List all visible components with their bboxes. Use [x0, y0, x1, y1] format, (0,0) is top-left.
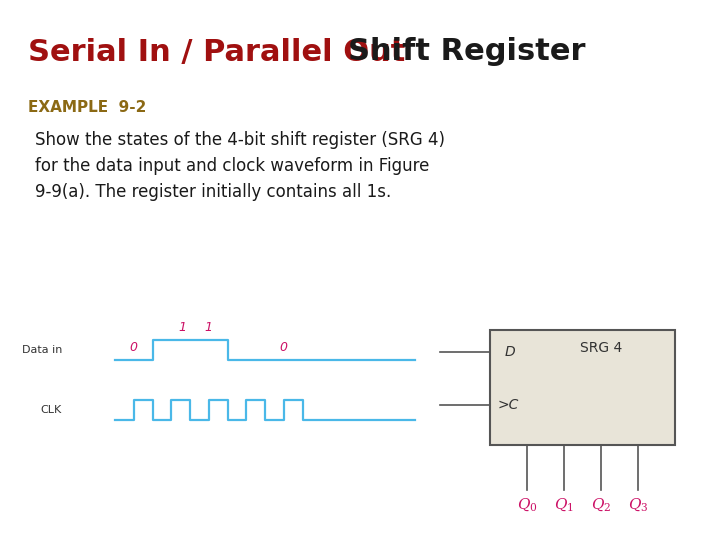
- Text: 1: 1: [179, 321, 186, 334]
- Text: $Q_2$: $Q_2$: [591, 496, 611, 513]
- Text: EXAMPLE  9-2: EXAMPLE 9-2: [28, 100, 146, 116]
- Text: 1: 1: [204, 321, 212, 334]
- Text: Data in: Data in: [22, 345, 63, 355]
- Text: 0: 0: [130, 341, 138, 354]
- Text: $Q_0$: $Q_0$: [517, 496, 537, 513]
- Text: Shift Register: Shift Register: [348, 37, 585, 66]
- Text: SRG 4: SRG 4: [580, 341, 622, 355]
- Text: for the data input and clock waveform in Figure: for the data input and clock waveform in…: [35, 157, 429, 175]
- Text: 9-9(a). The register initially contains all 1s.: 9-9(a). The register initially contains …: [35, 183, 391, 201]
- Text: 0: 0: [280, 341, 288, 354]
- Text: CLK: CLK: [40, 405, 61, 415]
- Text: D: D: [505, 345, 516, 359]
- Text: $Q_3$: $Q_3$: [628, 496, 648, 513]
- Text: >C: >C: [498, 398, 519, 412]
- Text: Show the states of the 4-bit shift register (SRG 4): Show the states of the 4-bit shift regis…: [35, 131, 445, 149]
- Text: $Q_1$: $Q_1$: [554, 496, 574, 513]
- Bar: [490, 330, 675, 445]
- Text: Serial In / Parallel Out: Serial In / Parallel Out: [28, 37, 416, 66]
